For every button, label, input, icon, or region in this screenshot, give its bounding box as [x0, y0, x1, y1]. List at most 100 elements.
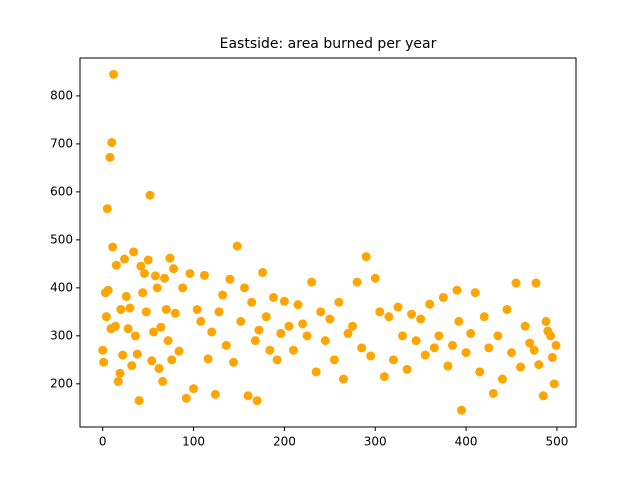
point	[165, 253, 175, 263]
point	[225, 274, 235, 284]
point	[541, 316, 551, 326]
point	[189, 384, 199, 394]
point	[507, 348, 517, 358]
point	[311, 367, 321, 377]
y-tick-label: 700	[50, 136, 73, 150]
point	[109, 69, 119, 79]
point	[447, 340, 457, 350]
point	[343, 328, 353, 338]
point	[207, 327, 217, 337]
point	[115, 368, 125, 378]
point	[288, 345, 298, 355]
point	[411, 336, 421, 346]
point	[320, 336, 330, 346]
point	[101, 312, 111, 322]
point	[152, 283, 162, 293]
point	[196, 316, 206, 326]
y-tick-label: 400	[50, 280, 73, 294]
point	[98, 345, 108, 355]
point	[516, 362, 526, 372]
point	[136, 261, 146, 271]
point	[488, 388, 498, 398]
point	[438, 292, 448, 302]
point	[546, 331, 556, 341]
point	[110, 321, 120, 331]
point	[325, 314, 335, 324]
point	[103, 285, 113, 295]
point	[99, 357, 109, 367]
y-tick-label: 200	[50, 376, 73, 390]
point	[276, 328, 286, 338]
point	[361, 252, 371, 262]
point	[129, 247, 139, 257]
point	[348, 321, 358, 331]
point	[338, 374, 348, 384]
point	[185, 268, 195, 278]
point	[159, 273, 169, 283]
point	[174, 346, 184, 356]
point	[134, 396, 144, 406]
y-tick-label: 600	[50, 184, 73, 198]
point	[298, 319, 308, 329]
point	[143, 255, 153, 265]
point	[497, 374, 507, 384]
point	[511, 278, 521, 288]
point	[150, 271, 160, 281]
point	[461, 348, 471, 358]
point	[375, 307, 385, 317]
point	[525, 338, 535, 348]
point	[147, 356, 157, 366]
point	[232, 241, 242, 251]
point	[531, 278, 541, 288]
point	[203, 354, 213, 364]
point	[113, 376, 123, 386]
point	[293, 300, 303, 310]
point	[329, 355, 339, 365]
point	[163, 336, 173, 346]
point	[258, 267, 268, 277]
point	[520, 321, 530, 331]
x-tick-label: 100	[182, 435, 205, 449]
point	[265, 345, 275, 355]
point	[161, 304, 171, 314]
point	[366, 351, 376, 361]
plot-frame	[79, 57, 577, 428]
point	[316, 307, 326, 317]
point	[334, 297, 344, 307]
point	[145, 190, 155, 200]
point	[425, 299, 435, 309]
point	[429, 343, 439, 353]
x-tick-label: 500	[545, 435, 568, 449]
x-tick-label: 0	[99, 435, 107, 449]
point	[149, 327, 159, 337]
point	[388, 355, 398, 365]
point	[502, 304, 512, 314]
point	[529, 345, 539, 355]
point	[120, 254, 130, 264]
point	[434, 331, 444, 341]
point	[534, 360, 544, 370]
point	[250, 336, 260, 346]
point	[551, 340, 561, 350]
x-tick-label: 400	[455, 435, 478, 449]
point	[127, 361, 137, 371]
point	[156, 322, 166, 332]
point	[236, 316, 246, 326]
point	[138, 288, 148, 298]
point	[470, 288, 480, 298]
point	[307, 277, 317, 287]
y-tick-label: 300	[50, 328, 73, 342]
point	[443, 361, 453, 371]
x-tick-label: 200	[273, 435, 296, 449]
point	[239, 283, 249, 293]
point	[416, 314, 426, 324]
point	[261, 312, 271, 322]
y-tick-label: 500	[50, 232, 73, 246]
point	[493, 331, 503, 341]
point	[407, 309, 417, 319]
point	[402, 364, 412, 374]
point	[247, 297, 257, 307]
point	[132, 349, 142, 359]
point	[538, 391, 548, 401]
